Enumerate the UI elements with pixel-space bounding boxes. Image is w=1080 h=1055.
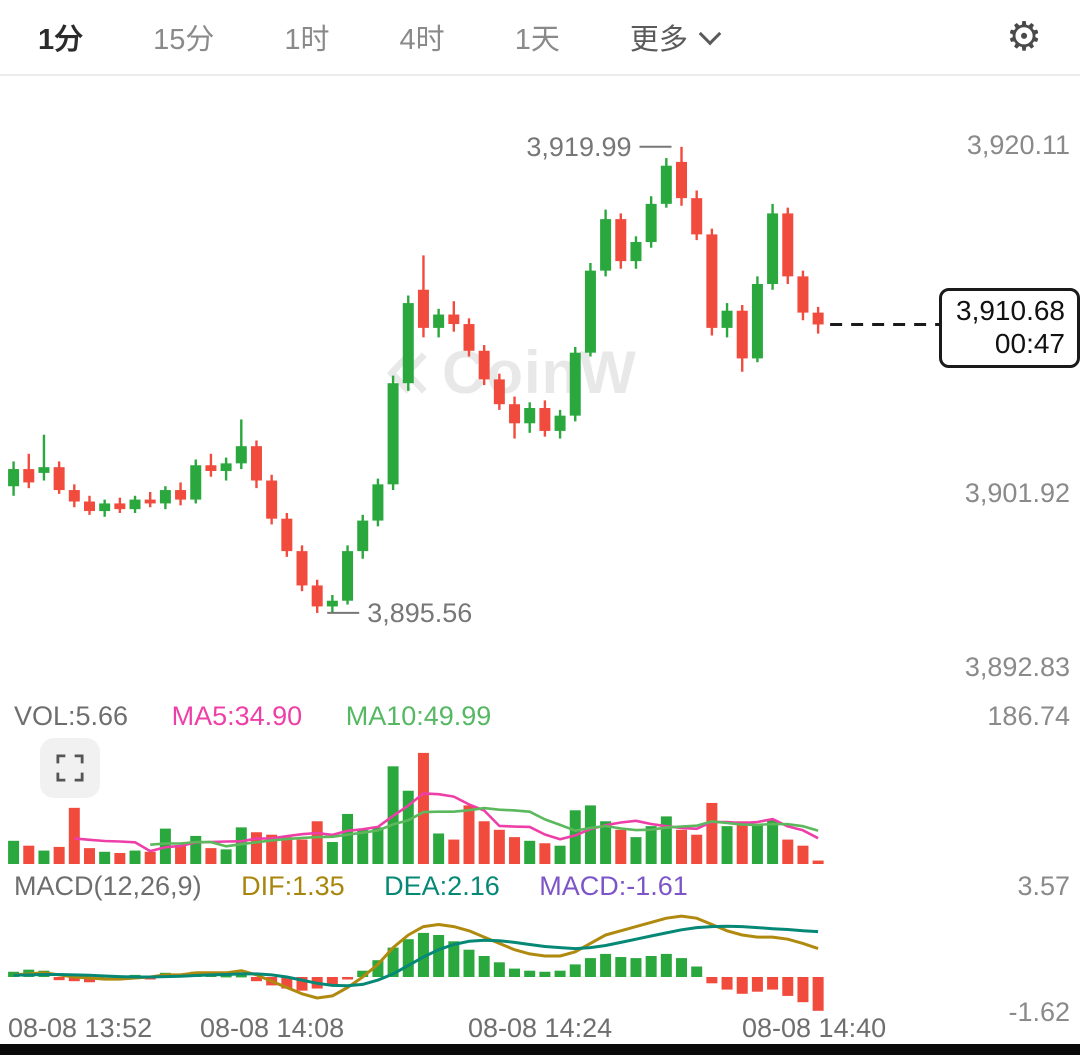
settings-gear-icon[interactable]: ⚙ <box>1006 15 1042 59</box>
price-axis-label-middle: 3,901.92 <box>964 478 1070 508</box>
vol-value-label: VOL:5.66 <box>14 701 129 731</box>
price-axis-label-bottom: 3,892.83 <box>964 652 1070 682</box>
volume-scale-max: 186.74 <box>987 701 1070 731</box>
tab-15min[interactable]: 15分 <box>153 24 215 56</box>
macd-value-label: MACD:-1.61 <box>539 871 688 901</box>
tab-1day[interactable]: 1天 <box>514 24 560 56</box>
tab-1min[interactable]: 1分 <box>38 24 84 56</box>
dea-value-label: DEA:2.16 <box>384 871 500 901</box>
dif-value-label: DIF:1.35 <box>241 871 345 901</box>
svg-text:3,919.99: 3,919.99 <box>526 132 631 162</box>
current-price-box: 3,910.68 00:47 <box>939 288 1080 369</box>
fullscreen-icon <box>56 754 84 782</box>
price-axis-label-top: 3,920.11 <box>966 130 1070 160</box>
chevron-down-icon <box>698 22 722 45</box>
macd-legend: MACD(12,26,9) DIF:1.35 DEA:2.16 MACD:-1.… <box>14 871 688 902</box>
fullscreen-button[interactable] <box>40 738 100 798</box>
time-label-4: 08-08 14:40 <box>742 1013 887 1043</box>
more-intervals-dropdown[interactable]: 更多 <box>629 16 722 58</box>
interval-toolbar: 1分 15分 1时 4时 1天 更多 ⚙ <box>0 0 1080 76</box>
macd-scale-max: 3.57 <box>1017 871 1070 901</box>
time-label-2: 08-08 14:08 <box>200 1013 345 1043</box>
tab-1hour[interactable]: 1时 <box>284 24 330 56</box>
macd-scale-min: -1.62 <box>1008 997 1070 1027</box>
tab-4hour[interactable]: 4时 <box>399 24 445 56</box>
coinw-watermark: CoinW <box>380 338 637 407</box>
vol-ma10-label: MA10:49.99 <box>345 701 492 731</box>
candle-countdown: 00:47 <box>994 328 1065 360</box>
more-label: 更多 <box>629 24 688 56</box>
home-indicator-bar <box>0 1044 1080 1055</box>
time-label-1: 08-08 13:52 <box>8 1013 153 1043</box>
volume-legend: VOL:5.66 MA5:34.90 MA10:49.99 <box>14 701 491 732</box>
time-label-3: 08-08 14:24 <box>468 1013 613 1043</box>
svg-text:3,895.56: 3,895.56 <box>367 598 472 628</box>
vol-ma5-label: MA5:34.90 <box>171 701 303 731</box>
macd-params-label: MACD(12,26,9) <box>14 871 202 901</box>
current-price-value: 3,910.68 <box>956 295 1065 327</box>
